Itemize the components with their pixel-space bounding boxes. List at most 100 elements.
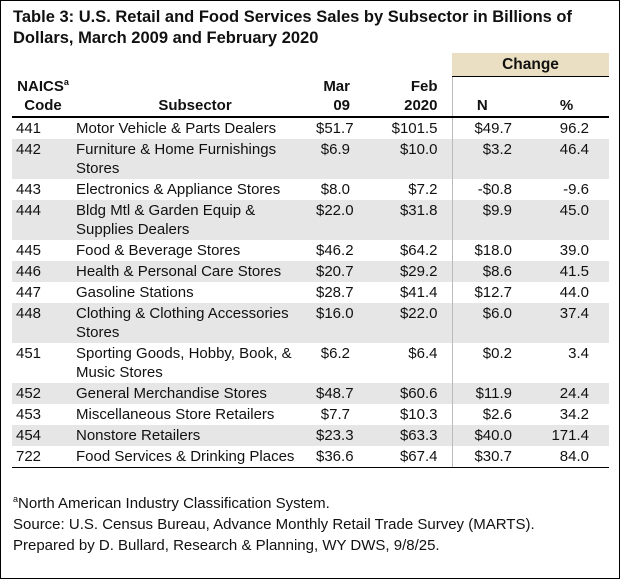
feb-value: $67.4 [362,445,452,468]
feb-value: $101.5 [391,119,438,137]
feb-header: Feb 2020 [362,76,452,118]
table-row: 722 Food Services & Drinking Places $36.6 $… [12,445,609,468]
naics-code: 452 [12,382,74,404]
change-n: $6.0 [451,302,524,343]
change-pct: 41.5 [524,260,609,282]
feb-value: $31.8 [362,199,452,240]
change-pct: 37.4 [524,302,609,343]
change-pct: 44.0 [559,283,589,301]
subsector: Motor Vehicle & Parts Dealers [76,119,277,137]
change-header: Change [452,53,609,77]
subsector: Miscellaneous Store Retailers [76,405,275,423]
footnote: aNorth American Industry Classification … [13,493,535,514]
change-n: $8.6 [451,260,524,282]
feb-value: $22.0 [362,302,452,343]
subsector: Nonstore Retailers [74,424,316,446]
change-n: $0.2 [451,342,524,383]
change-pct: 3.4 [568,344,589,362]
naics-code: 443 [16,180,42,198]
mar-value: $46.2 [316,241,354,259]
n-header: N [451,76,524,118]
source: Source: U.S. Census Bureau, Advance Mont… [13,516,535,533]
header-text: Code [24,96,62,114]
subsector: Bldg Mtl & Garden Equip & Supplies Deale… [74,199,316,240]
naics-code: 446 [12,260,74,282]
subsector: Food & Beverage Stores [76,241,241,259]
superscript: a [13,494,19,504]
subsector-header: Subsector [74,76,316,118]
subsector: Furniture & Home Furnishings Stores [74,138,316,179]
mar-value: $6.2 [320,344,350,362]
change-n: $11.9 [451,382,524,404]
change-pct: 24.4 [524,382,609,404]
change-n: $12.7 [451,281,524,303]
feb-value: $10.0 [362,138,452,179]
change-pct: 46.4 [524,138,609,179]
mar-value: $28.7 [316,283,354,301]
subsector: Gasoline Stations [76,283,194,301]
prepared: Prepared by D. Bullard, Research & Plann… [13,537,440,554]
naics-code: 454 [12,424,74,446]
table-row: 447 Gasoline Stations $28.7 $41.4 $12.7 44.0 [12,281,609,303]
table-row: 445 Food & Beverage Stores $46.2 $64.2 $18.0… [12,239,609,261]
table-body: 441 Motor Vehicle & Parts Dealers $51.7 $10… [12,116,609,468]
header-text: Feb [410,77,438,95]
table-row: 446 Health & Personal Care Stores $20.7 $29… [12,260,609,282]
change-n: $30.7 [451,445,524,468]
naics-code: 445 [16,241,42,259]
mar-value: $51.7 [316,119,354,137]
feb-value: $29.2 [362,260,452,282]
change-n: $3.2 [451,138,524,179]
naics-code: 442 [12,138,74,179]
feb-value: $64.2 [399,241,438,259]
header-text: NAICS [17,77,64,95]
code-header: NAICSa Code [12,76,74,118]
change-n: $49.7 [451,116,524,139]
pct-header: % [524,76,609,118]
table-row: 443 Electronics & Appliance Stores $8.0 $7.… [12,178,609,200]
mar-value: $20.7 [316,260,362,282]
change-pct: 171.4 [524,424,609,446]
naics-code: 441 [16,119,42,137]
change-pct: 84.0 [524,445,609,468]
table-row: 442 Furniture & Home Furnishings Stores $6… [12,138,609,179]
feb-value: $7.2 [408,180,438,198]
change-pct: -9.6 [563,180,589,198]
subsector: Clothing & Clothing Accessories Stores [74,302,316,343]
feb-value: $60.6 [362,382,452,404]
mar-value: $6.9 [316,138,362,179]
change-pct: 96.2 [559,119,589,137]
note-text: North American Industry Classification S… [18,495,330,512]
header-text: 09 [333,96,350,114]
feb-value: $6.4 [408,344,438,362]
mar-value: $48.7 [316,382,362,404]
table-row: 444 Bldg Mtl & Garden Equip & Supplies De… [12,199,609,240]
table-title: Table 3: U.S. Retail and Food Services S… [13,8,573,47]
feb-value: $63.3 [362,424,452,446]
change-n: $40.0 [451,424,524,446]
subsector: Electronics & Appliance Stores [76,180,281,198]
change-n: -$0.8 [451,178,524,200]
change-n: $9.9 [451,199,524,240]
header-text: Mar [323,77,350,95]
mar-value: $16.0 [316,302,362,343]
mar-value: $22.0 [316,199,362,240]
table-row: 441 Motor Vehicle & Parts Dealers $51.7 $10… [12,116,609,139]
table-row: 454 Nonstore Retailers $23.3 $63.3 $40.0 171.… [12,424,609,446]
sales-table: Change NAICSa Code Subsector Mar 09 Feb 202… [12,53,609,468]
naics-code: 451 [16,344,42,362]
subsector: Sporting Goods, Hobby, Book, & Music Sto… [76,344,292,381]
naics-code: 453 [16,405,42,423]
change-pct: 34.2 [559,405,589,423]
change-pct: 39.0 [559,241,589,259]
notes: aNorth American Industry Classification … [13,493,535,556]
mar-value: $36.6 [316,445,362,468]
mar-value: $8.0 [320,180,350,198]
superscript: a [63,76,69,87]
naics-code: 444 [12,199,74,240]
change-n: $2.6 [451,403,524,425]
mar-value: $7.7 [320,405,350,423]
table-row: 453 Miscellaneous Store Retailers $7.7 $10.… [12,403,609,425]
naics-code: 722 [12,445,74,468]
